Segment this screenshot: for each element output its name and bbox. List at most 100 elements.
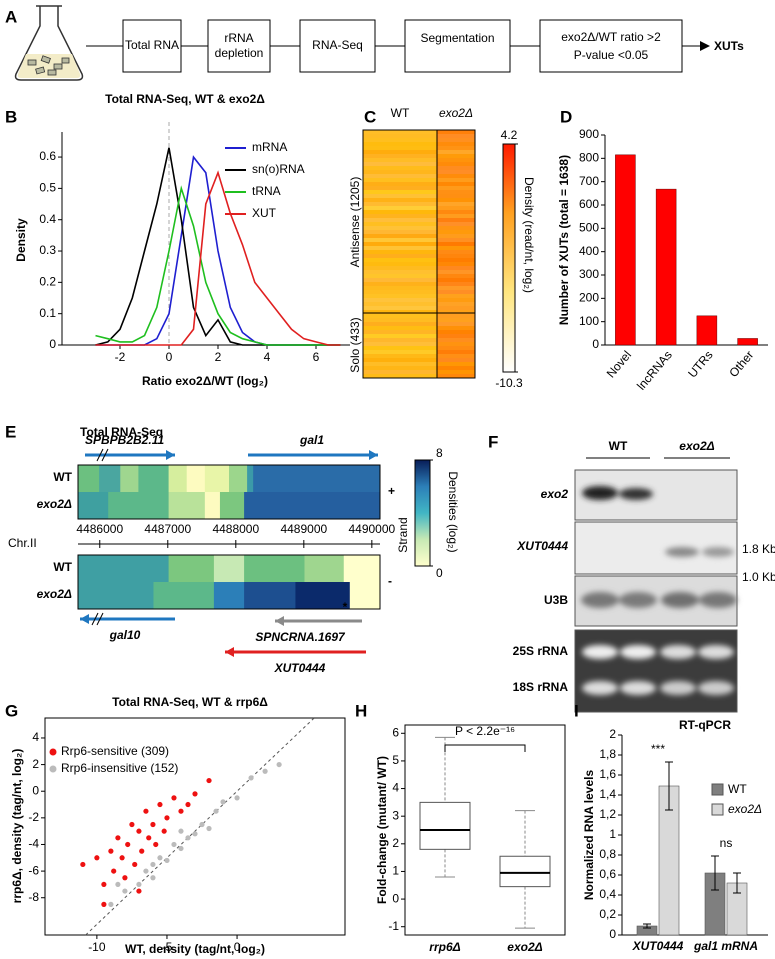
heatmap-row (363, 330, 437, 335)
heatmap-row (363, 178, 437, 183)
heatmap-row (437, 274, 475, 279)
heatmap-row (363, 270, 437, 275)
x-tick-label: Novel (604, 348, 634, 381)
density-strip (343, 555, 381, 582)
y-tick-label: 0 (392, 891, 399, 905)
heatmap-row (363, 158, 437, 163)
heatmap-row (363, 366, 437, 371)
gene-arrow-head (275, 616, 284, 626)
x-tick-label: lncRNAs (634, 348, 675, 393)
bar (737, 338, 758, 346)
flow-output: XUTs (714, 39, 744, 53)
scatter-point (150, 875, 156, 881)
y-tick-label: -4 (28, 837, 39, 851)
heatmap-row (437, 298, 475, 303)
flow-filter: P-value <0.05 (574, 48, 649, 62)
colorbar-title: Density (read/nt, log₂) (522, 177, 536, 293)
heatmap-row (437, 354, 475, 359)
legend-label: mRNA (252, 140, 287, 154)
blot-row-label: exo2 (541, 487, 569, 501)
chart-title: RT-qPCR (679, 718, 731, 732)
density-strip (244, 555, 305, 582)
gene-arrow-head (225, 647, 234, 657)
heatmap-row (363, 170, 437, 175)
heatmap-row (437, 270, 475, 275)
scatter-point (125, 841, 131, 848)
break-mark (96, 448, 109, 462)
heatmap-row (437, 202, 475, 207)
heatmap-row (437, 222, 475, 227)
size-label: 1.8 Kb (742, 542, 775, 556)
diagonal (85, 717, 315, 936)
legend-label: WT (728, 782, 747, 796)
heatmap-row (363, 354, 437, 359)
scatter-point (178, 845, 184, 852)
annotation: P < 2.2e⁻¹⁶ (455, 724, 515, 738)
gene-label: gal1 (299, 433, 324, 447)
density-strip (78, 555, 170, 582)
row-group-label: Solo (433) (348, 317, 362, 372)
heatmap-row (363, 226, 437, 231)
legend-swatch (49, 748, 57, 756)
chromosome-label: Chr.II (8, 536, 37, 550)
scatter-point (185, 835, 191, 841)
strand-label: Strand (396, 517, 410, 552)
flow-step: RNA-Seq (312, 38, 363, 52)
lane-label: exo2Δ (679, 439, 714, 453)
y-tick-label: 0,8 (599, 847, 616, 861)
y-tick-label: 2 (392, 836, 399, 850)
density-strip (78, 465, 100, 492)
scatter-point (136, 881, 142, 888)
heatmap-row (437, 218, 475, 223)
heatmap-row (437, 226, 475, 231)
scatter-point (115, 881, 121, 888)
heatmap-row (363, 346, 437, 351)
scatter-point (164, 857, 170, 864)
break-mark (91, 612, 104, 626)
heatmap-row (363, 338, 437, 343)
heatmap-row (437, 342, 475, 347)
heatmap-row (363, 174, 437, 179)
y-tick-label: 0.5 (39, 181, 56, 195)
heatmap-row (363, 334, 437, 339)
heatmap-row (437, 330, 475, 335)
legend-label: Rrp6-sensitive (309) (61, 744, 169, 758)
heatmap-row (437, 358, 475, 363)
y-tick-label: 0 (32, 783, 39, 797)
heatmap-row (437, 366, 475, 371)
heatmap-row (363, 350, 437, 355)
scatter-point (146, 835, 152, 841)
legend-label: sn(o)RNA (252, 162, 305, 176)
colorbar-label: 4.2 (501, 128, 518, 142)
scatter-point (234, 795, 240, 801)
heatmap-row (437, 370, 475, 375)
heatmap-row (437, 238, 475, 243)
density-strip (168, 492, 206, 519)
scatter-point (213, 808, 219, 814)
heatmap-row (437, 294, 475, 299)
density-strip (78, 582, 154, 609)
heatmap-row (363, 290, 437, 295)
scatter-point (129, 821, 135, 828)
gene-arrow-head (80, 614, 89, 624)
density-strip (204, 492, 221, 519)
density-strip (78, 492, 109, 519)
y-tick-label: 3 (392, 808, 399, 822)
heatmap-row (437, 134, 475, 139)
heatmap-row (363, 302, 437, 307)
heatmap-row (437, 246, 475, 251)
heatmap-row (363, 358, 437, 363)
heatmap-row (437, 262, 475, 267)
scatter-point (143, 808, 149, 814)
panel-label: E (5, 422, 16, 441)
y-tick-label: 0.4 (39, 212, 56, 226)
x-tick-label: Other (726, 348, 756, 380)
heatmap-row (363, 214, 437, 219)
y-tick-label: -6 (28, 863, 39, 877)
flow-arrow (700, 41, 710, 51)
scatter-point (108, 901, 114, 907)
heatmap-row (437, 306, 475, 311)
scatter-point (108, 848, 114, 854)
scatter-point (206, 825, 212, 832)
scatter-point (150, 821, 156, 828)
